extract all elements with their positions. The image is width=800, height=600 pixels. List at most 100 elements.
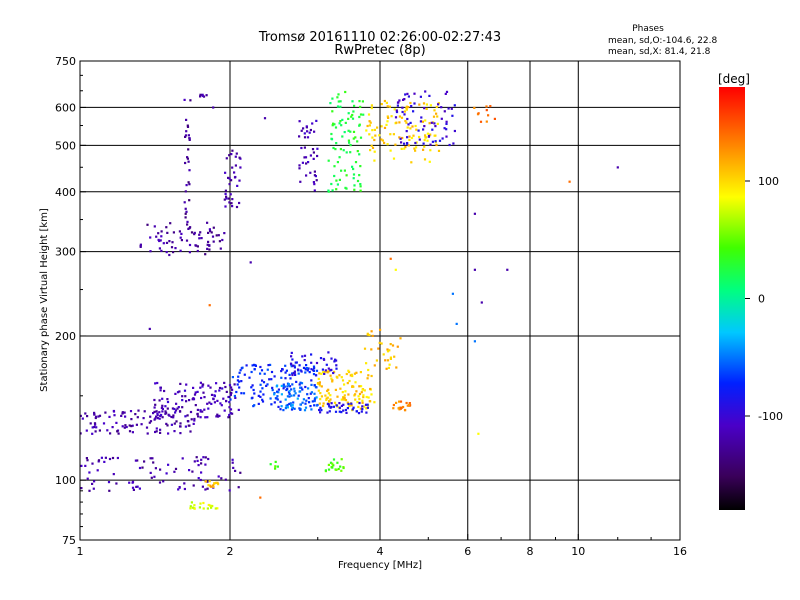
data-point [218, 389, 221, 392]
data-point [313, 183, 316, 186]
data-point [159, 428, 162, 431]
data-point [131, 480, 135, 483]
data-point [366, 124, 369, 128]
data-point [159, 468, 162, 471]
data-point [233, 383, 236, 386]
data-point [362, 113, 365, 116]
data-point [279, 400, 282, 403]
data-point [111, 456, 115, 460]
data-point [224, 385, 227, 389]
data-point [360, 385, 363, 388]
data-point [165, 251, 168, 254]
data-point [289, 377, 292, 380]
y-tick-label: 300 [55, 246, 76, 259]
data-point [212, 106, 215, 109]
data-point [418, 135, 421, 139]
data-point [361, 100, 364, 103]
data-point [335, 367, 338, 370]
data-point [170, 423, 173, 426]
data-point [366, 377, 369, 380]
data-point [160, 413, 163, 417]
data-point [202, 383, 205, 386]
data-point [164, 405, 167, 408]
data-point [259, 395, 262, 398]
data-point [315, 361, 319, 365]
data-point [134, 413, 137, 416]
data-point [93, 411, 96, 414]
data-point [208, 401, 211, 404]
data-point [312, 373, 316, 376]
data-point [161, 407, 164, 410]
data-point [327, 189, 330, 192]
data-point [395, 366, 398, 369]
data-point [149, 250, 152, 253]
data-point [352, 110, 355, 113]
data-point [265, 384, 268, 387]
data-point [86, 415, 89, 418]
data-point [319, 411, 322, 414]
data-point [408, 138, 411, 141]
data-point [485, 109, 488, 112]
data-point [187, 227, 190, 230]
data-point [365, 411, 368, 414]
data-point [309, 128, 312, 132]
data-point [206, 243, 209, 246]
data-point [345, 372, 348, 376]
data-point [179, 249, 182, 252]
data-point [193, 507, 196, 510]
data-point [225, 195, 228, 198]
data-point [431, 140, 434, 143]
data-point [183, 389, 187, 392]
data-point [204, 463, 207, 466]
data-point [224, 478, 227, 481]
data-point [338, 402, 341, 405]
data-point [318, 381, 321, 384]
data-point [386, 105, 389, 108]
data-point [345, 187, 348, 190]
data-point [359, 105, 362, 108]
data-point [228, 489, 231, 492]
data-point [284, 364, 287, 367]
data-point [193, 233, 196, 236]
data-point [315, 119, 318, 122]
data-point [212, 226, 215, 229]
data-point [214, 390, 217, 393]
data-point [98, 429, 101, 432]
data-point [307, 367, 310, 370]
data-point [234, 469, 237, 472]
data-point [370, 104, 373, 107]
data-point [424, 90, 427, 93]
data-point [192, 484, 195, 487]
data-point [336, 96, 339, 99]
data-point [187, 181, 190, 184]
data-point [419, 120, 422, 123]
data-point [130, 425, 133, 428]
data-point [185, 239, 189, 242]
data-point [199, 416, 202, 419]
data-point [188, 251, 191, 254]
data-point [345, 174, 348, 177]
data-point [378, 341, 381, 344]
data-point [301, 401, 304, 404]
data-point [239, 471, 242, 474]
data-point [313, 392, 316, 395]
data-point [405, 107, 408, 110]
data-point [361, 405, 364, 408]
data-point [178, 410, 182, 413]
data-point [207, 457, 210, 461]
data-point [193, 460, 196, 463]
data-point [398, 115, 401, 118]
data-point [353, 372, 356, 375]
data-point [437, 103, 440, 106]
data-point [158, 411, 161, 414]
data-point [230, 391, 233, 394]
data-point [438, 139, 442, 142]
data-point [293, 366, 296, 369]
data-point [287, 383, 290, 386]
data-point [323, 371, 326, 374]
data-point [186, 156, 189, 159]
data-point [189, 410, 193, 414]
data-point [175, 420, 178, 423]
data-point [196, 408, 199, 411]
data-point [162, 480, 165, 483]
